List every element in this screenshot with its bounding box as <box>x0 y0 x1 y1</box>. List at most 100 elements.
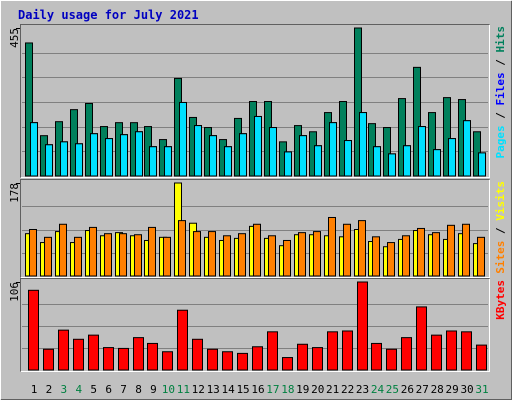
bar <box>269 127 277 177</box>
bar <box>398 98 406 177</box>
panel-bevel-dark <box>20 278 490 372</box>
bar <box>104 233 112 277</box>
x-tick-label: 25 <box>386 383 399 396</box>
legend-entry: Sites <box>494 241 507 274</box>
legend-entry: Hits <box>494 26 507 53</box>
bar <box>58 329 69 371</box>
x-tick-label: 8 <box>135 383 142 396</box>
bar <box>118 347 129 371</box>
x-tick-label: 26 <box>401 383 414 396</box>
bar <box>282 357 293 371</box>
x-tick-label: 16 <box>251 383 264 396</box>
x-tick-label: 30 <box>460 383 473 396</box>
bar <box>60 141 68 177</box>
bar <box>283 239 291 277</box>
y-tick-label: 178 <box>8 183 21 203</box>
bar <box>120 134 128 177</box>
x-tick-label: 23 <box>356 383 369 396</box>
legend: KBytes <box>494 280 507 320</box>
bar <box>383 127 391 177</box>
bar <box>149 146 157 177</box>
bar <box>267 331 278 371</box>
bar <box>162 351 173 371</box>
x-tick-label: 1 <box>31 383 38 396</box>
x-tick-label: 5 <box>90 383 97 396</box>
y-tick-label: 106 <box>8 282 21 302</box>
bar <box>147 342 158 371</box>
x-tick-label: 2 <box>46 383 53 396</box>
x-tick-label: 6 <box>105 383 112 396</box>
bar <box>208 231 216 277</box>
legend-separator: / <box>494 221 507 241</box>
x-tick-label: 10 <box>162 383 175 396</box>
bar <box>416 306 427 371</box>
x-tick-label: 18 <box>281 383 294 396</box>
bar <box>164 146 172 177</box>
bar <box>344 140 352 177</box>
bar <box>177 309 188 371</box>
bar <box>179 101 187 177</box>
bar <box>237 352 248 371</box>
x-tick-label: 4 <box>75 383 82 396</box>
bar <box>119 233 127 277</box>
bar <box>313 231 321 277</box>
legend-separator: / <box>494 106 507 126</box>
bar <box>192 338 203 371</box>
bar <box>298 232 306 277</box>
bar <box>312 347 323 371</box>
bar <box>477 236 485 277</box>
x-tick-label: 9 <box>150 383 157 396</box>
bar <box>358 220 366 277</box>
x-tick-label: 7 <box>120 383 127 396</box>
bar <box>329 122 337 177</box>
bar <box>29 229 37 277</box>
bar <box>239 133 247 177</box>
bar <box>253 223 261 277</box>
x-tick-label: 29 <box>446 383 459 396</box>
bar <box>207 348 218 371</box>
bar <box>387 242 395 277</box>
bar <box>433 149 441 177</box>
bar <box>413 66 421 177</box>
bar <box>462 223 470 277</box>
bar <box>222 351 233 371</box>
bar <box>417 227 425 277</box>
bar <box>478 152 486 177</box>
bar <box>133 337 144 371</box>
bar <box>73 338 84 371</box>
bar <box>403 145 411 177</box>
bar <box>386 348 397 371</box>
bar <box>402 235 410 277</box>
bar <box>254 115 262 177</box>
bar <box>135 131 143 177</box>
bar <box>89 226 97 277</box>
legend-entry: Visits <box>494 181 507 221</box>
bar <box>357 281 368 371</box>
bar <box>359 112 367 177</box>
bar <box>342 330 353 371</box>
bar <box>70 109 78 177</box>
bar <box>284 151 292 177</box>
legend: Sites / Visits <box>494 181 507 274</box>
x-tick-label: 27 <box>416 383 429 396</box>
bar <box>238 233 246 277</box>
legend: Pages / Files / Hits <box>494 26 507 159</box>
bar <box>28 289 39 371</box>
bar <box>299 135 307 177</box>
bar <box>252 346 263 371</box>
x-tick-label: 19 <box>296 383 309 396</box>
bar <box>25 42 33 177</box>
bar <box>90 133 98 177</box>
bar <box>327 331 338 371</box>
bar <box>373 146 381 177</box>
bar <box>418 126 426 177</box>
bar <box>371 342 382 371</box>
bar <box>388 153 396 177</box>
bar <box>134 234 142 277</box>
bar <box>354 27 362 177</box>
bar <box>448 138 456 177</box>
x-tick-label: 12 <box>192 383 205 396</box>
x-tick-label: 22 <box>341 383 354 396</box>
bar <box>75 143 83 177</box>
